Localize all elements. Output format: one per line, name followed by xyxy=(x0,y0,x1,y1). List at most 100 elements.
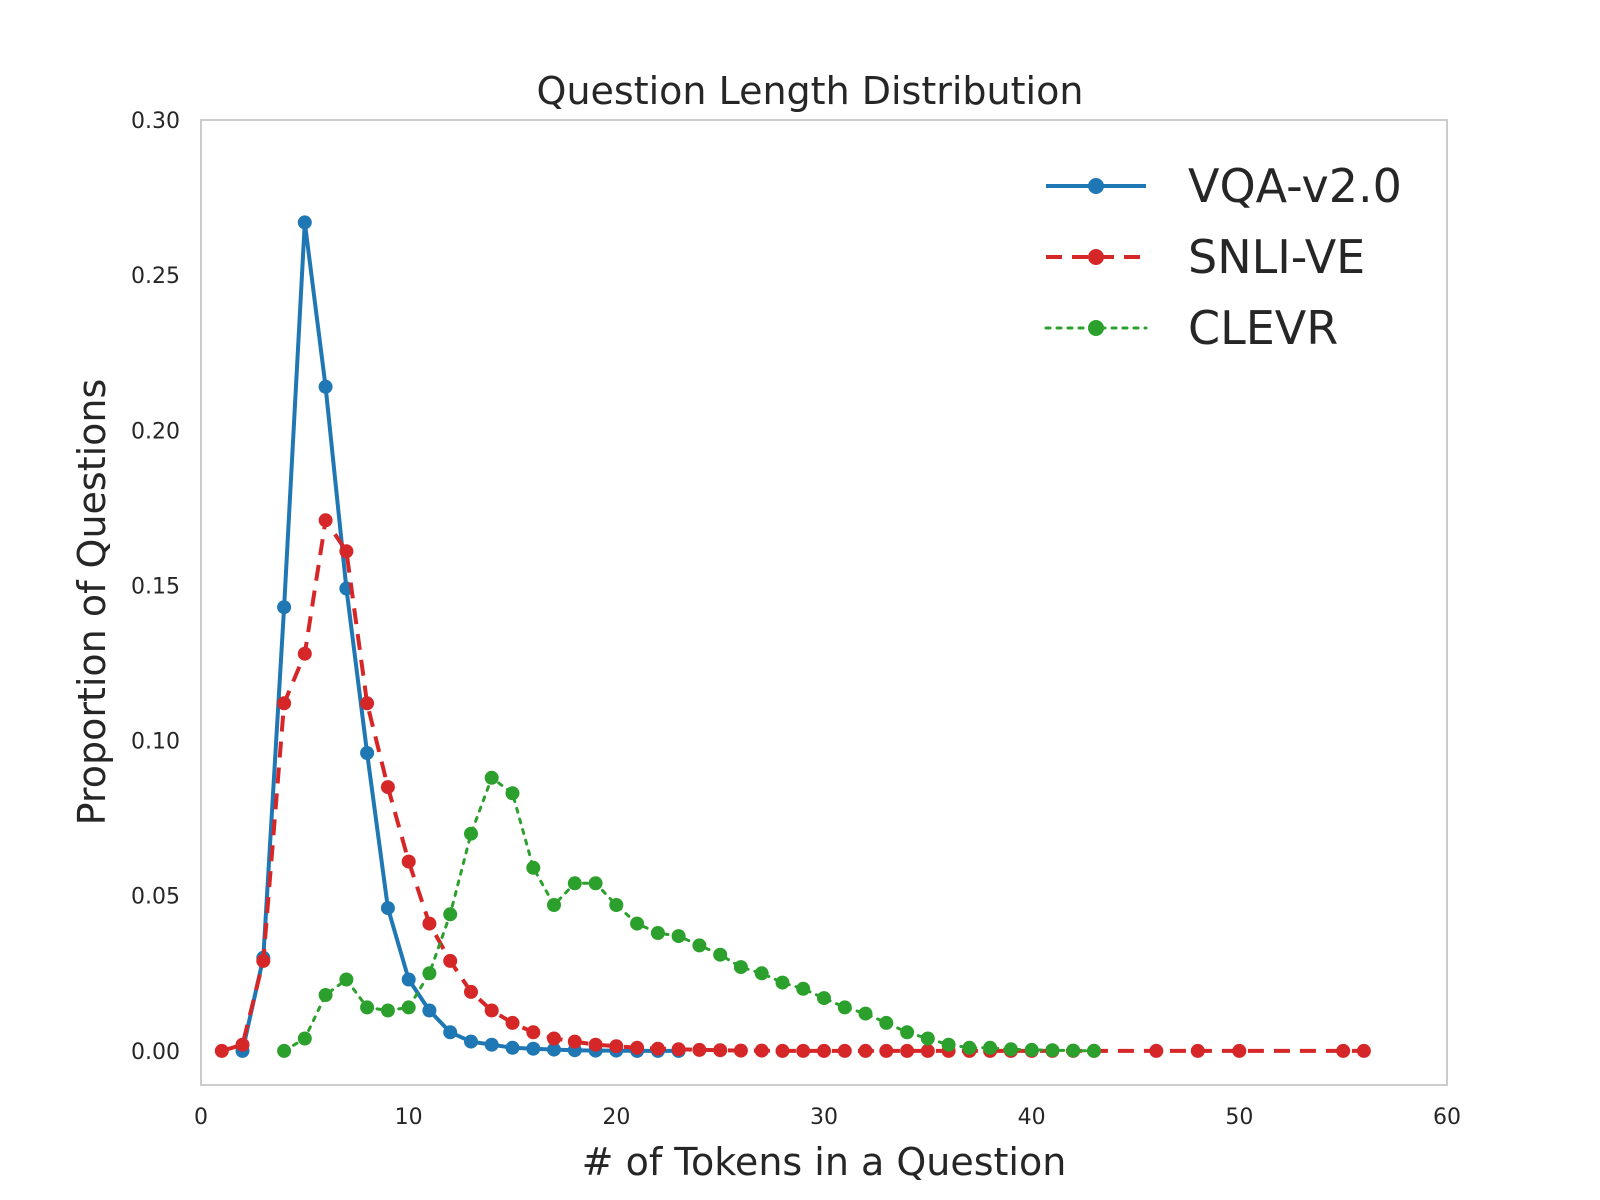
data-point-snli-ve xyxy=(879,1043,894,1058)
data-point-snli-ve xyxy=(671,1042,686,1057)
data-point-clevr xyxy=(1087,1043,1101,1058)
data-point-clevr xyxy=(1066,1043,1081,1058)
data-point-vqa-v2-0 xyxy=(380,901,395,916)
data-point-snli-ve xyxy=(650,1041,665,1056)
data-point-clevr xyxy=(775,975,790,990)
legend-marker-clevr xyxy=(1088,320,1104,336)
data-point-snli-ve xyxy=(401,854,416,869)
data-point-snli-ve xyxy=(464,984,478,999)
series-line-clevr xyxy=(282,776,1096,1053)
data-point-clevr xyxy=(754,966,769,981)
data-point-clevr xyxy=(671,929,686,944)
legend-label-snli-ve: SNLI-VE xyxy=(1188,230,1365,284)
data-point-clevr xyxy=(277,1043,292,1058)
y-tick-label: 0.30 xyxy=(131,109,180,134)
legend-item-snli-ve: SNLI-VE xyxy=(1046,230,1365,284)
data-point-clevr xyxy=(401,1000,416,1015)
data-point-snli-ve xyxy=(235,1037,250,1052)
data-point-snli-ve xyxy=(817,1043,831,1058)
data-point-vqa-v2-0 xyxy=(526,1041,541,1056)
data-point-vqa-v2-0 xyxy=(484,1037,499,1052)
data-point-clevr xyxy=(609,898,624,912)
data-point-clevr xyxy=(297,1031,312,1046)
series-line-snli-ve xyxy=(221,518,1364,1053)
data-point-snli-ve xyxy=(526,1025,541,1040)
data-point-snli-ve xyxy=(733,1043,748,1058)
data-point-snli-ve xyxy=(505,1015,520,1030)
x-tick-label: 0 xyxy=(194,1105,208,1130)
legend-item-clevr: CLEVR xyxy=(1044,301,1338,355)
data-point-snli-ve xyxy=(1232,1043,1247,1058)
data-point-snli-ve xyxy=(297,646,312,661)
data-point-clevr xyxy=(879,1015,894,1030)
data-point-snli-ve xyxy=(858,1043,873,1058)
data-point-clevr xyxy=(817,991,831,1006)
data-point-snli-ve xyxy=(692,1042,707,1057)
y-axis-tick-labels: 0.00 0.05 0.10 0.15 0.20 0.25 0.30 xyxy=(131,109,180,1065)
data-point-clevr xyxy=(547,898,561,912)
data-point-clevr xyxy=(526,860,541,875)
data-point-snli-ve xyxy=(318,513,333,528)
legend-label-vqa-v2-0: VQA-v2.0 xyxy=(1188,159,1402,213)
y-tick-label: 0.05 xyxy=(131,885,180,910)
y-tick-label: 0.00 xyxy=(131,1040,180,1065)
legend-label-clevr: CLEVR xyxy=(1188,301,1338,355)
data-point-snli-ve xyxy=(1356,1043,1371,1058)
data-point-snli-ve xyxy=(380,780,395,795)
data-point-clevr xyxy=(837,1000,852,1015)
data-point-snli-ve xyxy=(567,1034,582,1049)
x-tick-label: 60 xyxy=(1433,1105,1461,1130)
data-point-clevr xyxy=(588,876,603,891)
data-point-snli-ve xyxy=(630,1040,645,1055)
data-point-snli-ve xyxy=(277,696,292,711)
data-point-clevr xyxy=(858,1006,873,1021)
data-point-clevr xyxy=(630,916,645,931)
series-clevr xyxy=(277,770,1101,1058)
data-point-clevr xyxy=(1024,1042,1039,1057)
legend-marker-snli-ve xyxy=(1088,249,1104,265)
data-point-snli-ve xyxy=(1149,1043,1164,1058)
data-point-snli-ve xyxy=(256,953,271,968)
legend-marker-vqa-v2-0 xyxy=(1088,178,1104,194)
data-point-snli-ve xyxy=(484,1003,499,1018)
data-point-snli-ve xyxy=(796,1043,811,1058)
data-point-snli-ve xyxy=(754,1043,769,1058)
data-point-vqa-v2-0 xyxy=(297,215,312,230)
legend-item-vqa-v2-0: VQA-v2.0 xyxy=(1046,159,1402,213)
x-tick-label: 40 xyxy=(1018,1105,1046,1130)
y-tick-label: 0.25 xyxy=(131,264,180,289)
data-point-snli-ve xyxy=(1336,1043,1351,1058)
data-point-vqa-v2-0 xyxy=(464,1034,478,1049)
series-line-vqa-v2-0 xyxy=(240,220,679,1053)
data-point-clevr xyxy=(360,1000,375,1015)
plot-area-frame xyxy=(200,119,1448,1086)
data-point-clevr xyxy=(920,1031,935,1046)
data-point-clevr xyxy=(941,1037,956,1052)
data-point-snli-ve xyxy=(339,544,354,559)
data-point-snli-ve xyxy=(588,1037,603,1052)
data-point-clevr xyxy=(1045,1043,1060,1058)
data-point-vqa-v2-0 xyxy=(505,1040,520,1055)
data-point-snli-ve xyxy=(837,1043,852,1058)
series-layer xyxy=(214,215,1371,1058)
data-point-snli-ve xyxy=(214,1043,229,1058)
x-axis-tick-labels: 0 10 20 30 40 50 60 xyxy=(194,1105,1461,1130)
data-point-clevr xyxy=(484,770,499,785)
data-point-clevr xyxy=(422,966,437,981)
data-point-clevr xyxy=(339,972,354,987)
data-point-clevr xyxy=(713,947,728,962)
data-point-clevr xyxy=(692,938,707,953)
data-point-clevr xyxy=(900,1025,915,1040)
legend: VQA-v2.0 SNLI-VE CLEVR xyxy=(1044,159,1402,355)
x-tick-label: 10 xyxy=(395,1105,423,1130)
x-axis-title: # of Tokens in a Question xyxy=(582,1140,1067,1184)
y-tick-label: 0.15 xyxy=(131,574,180,599)
y-tick-label: 0.20 xyxy=(131,419,180,444)
data-point-snli-ve xyxy=(1190,1043,1205,1058)
data-point-vqa-v2-0 xyxy=(360,746,375,760)
data-point-clevr xyxy=(983,1040,998,1055)
data-point-clevr xyxy=(733,960,748,975)
data-point-snli-ve xyxy=(443,953,458,968)
